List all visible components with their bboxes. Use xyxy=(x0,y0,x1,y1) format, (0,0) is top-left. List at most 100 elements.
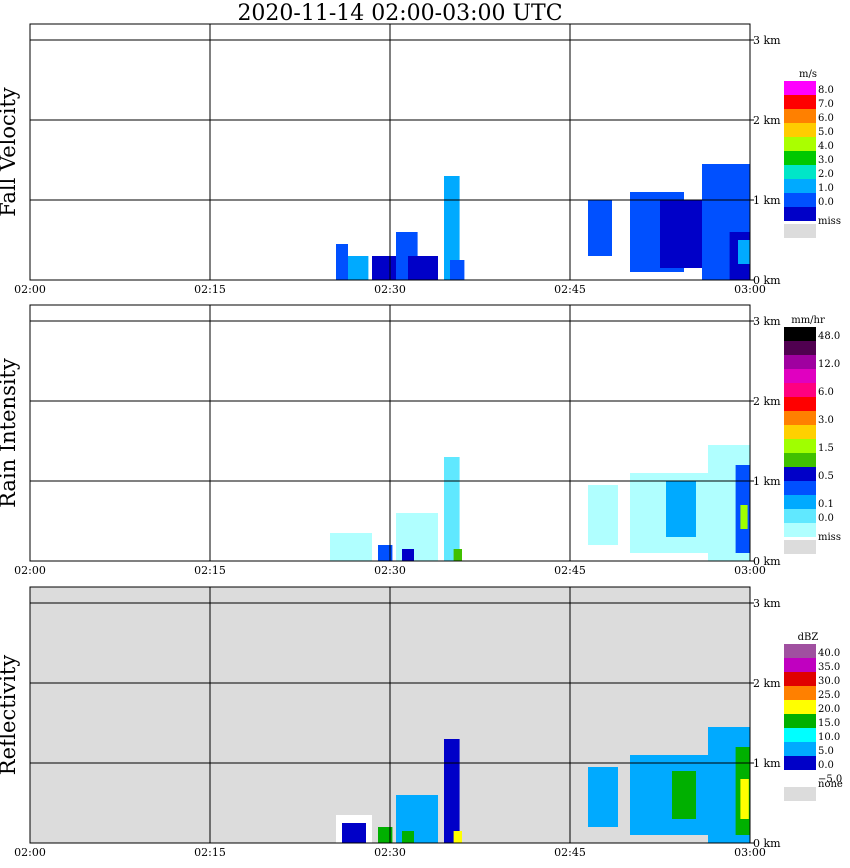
legend-label: 2.0 xyxy=(818,169,834,180)
legend-swatch xyxy=(784,481,816,495)
x-tick-label: 02:15 xyxy=(194,564,226,577)
legend-label: 0.0 xyxy=(818,197,834,208)
legend-swatch xyxy=(784,467,816,481)
legend-swatch xyxy=(784,523,816,537)
legend-label: 5.0 xyxy=(818,127,834,138)
echo-cell-1-4 xyxy=(444,457,460,561)
echo-cell-1-0 xyxy=(330,533,372,561)
legend-swatch xyxy=(784,728,816,742)
legend-units: m/s xyxy=(799,69,817,80)
legend-label: 0.5 xyxy=(818,471,834,482)
legend-label: 40.0 xyxy=(818,648,840,659)
y-tick-label: 1 km xyxy=(753,475,781,488)
x-tick-label: 02:45 xyxy=(554,564,586,577)
legend-label: 6.0 xyxy=(818,113,834,124)
x-tick-label: 02:30 xyxy=(374,564,406,577)
legend-swatch xyxy=(784,81,816,95)
echo-cell-0-9 xyxy=(660,200,702,268)
legend-swatch xyxy=(784,224,816,238)
y-tick-label: 2 km xyxy=(753,395,781,408)
echo-cell-2-5 xyxy=(444,739,460,843)
legend-swatch xyxy=(784,756,816,770)
legend-label: 0.0 xyxy=(818,760,834,771)
legend-swatch xyxy=(784,109,816,123)
echo-cell-2-8 xyxy=(630,755,708,835)
legend-label: 15.0 xyxy=(818,718,840,729)
legend-swatch xyxy=(784,95,816,109)
y-tick-label: 0 km xyxy=(753,274,781,287)
x-tick-label: 02:00 xyxy=(14,283,46,296)
legend-swatch xyxy=(784,193,816,207)
legend-swatch xyxy=(784,439,816,453)
legend-label: 8.0 xyxy=(818,85,834,96)
x-tick-label: 03:00 xyxy=(734,283,766,296)
legend-swatch xyxy=(784,165,816,179)
x-tick-label: 02:15 xyxy=(194,846,226,859)
legend-swatch xyxy=(784,383,816,397)
plot-frame-2 xyxy=(29,586,751,844)
legend-label: 4.0 xyxy=(818,141,834,152)
echo-cell-2-9 xyxy=(672,771,696,819)
legend-swatch xyxy=(784,540,816,554)
echo-cell-1-8 xyxy=(666,481,696,537)
legend-swatch xyxy=(784,644,816,658)
legend-label: 30.0 xyxy=(818,676,840,687)
legend-label: none xyxy=(818,779,843,790)
legend-label: 35.0 xyxy=(818,662,840,673)
legend-label: 48.0 xyxy=(818,331,840,342)
legend-label: 0.0 xyxy=(818,513,834,524)
panel-title: Fall Velocity xyxy=(0,87,20,217)
legend-swatch xyxy=(784,207,816,221)
legend-swatch xyxy=(784,658,816,672)
legend-label: 1.5 xyxy=(818,443,834,454)
echo-cell-0-6 xyxy=(450,260,465,280)
y-tick-label: 2 km xyxy=(753,677,781,690)
legend-label: 20.0 xyxy=(818,704,840,715)
panel-title: Rain Intensity xyxy=(0,358,20,508)
legend-swatch xyxy=(784,700,816,714)
legend-swatch xyxy=(784,137,816,151)
legend-label: 25.0 xyxy=(818,690,840,701)
legend-label: 3.0 xyxy=(818,155,834,166)
legend-label: miss xyxy=(818,532,841,543)
y-tick-label: 1 km xyxy=(753,757,781,770)
x-tick-label: 02:45 xyxy=(554,283,586,296)
x-tick-label: 02:15 xyxy=(194,283,226,296)
x-tick-label: 02:30 xyxy=(374,846,406,859)
y-tick-label: 0 km xyxy=(753,837,781,850)
echo-cell-1-1 xyxy=(378,545,393,561)
legend-swatch xyxy=(784,742,816,756)
legend-swatch xyxy=(784,453,816,467)
legend-swatch xyxy=(784,355,816,369)
echo-cell-0-0 xyxy=(336,244,348,280)
y-tick-label: 3 km xyxy=(753,597,781,610)
legend-swatch xyxy=(784,509,816,523)
legend-swatch xyxy=(784,369,816,383)
legend-label: 5.0 xyxy=(818,746,834,757)
legend-label: 3.0 xyxy=(818,415,834,426)
legend-swatch xyxy=(784,327,816,341)
plot-frame-0 xyxy=(29,23,751,281)
legend-label: 0.1 xyxy=(818,499,834,510)
legend-label: 12.0 xyxy=(818,359,840,370)
legend-swatch xyxy=(784,425,816,439)
echo-cell-0-7 xyxy=(588,200,612,256)
echo-cell-2-12 xyxy=(740,779,749,819)
y-tick-label: 3 km xyxy=(753,315,781,328)
echo-cell-0-12 xyxy=(738,240,750,264)
x-tick-label: 02:30 xyxy=(374,283,406,296)
legend-swatch xyxy=(784,787,816,801)
echo-cell-2-1 xyxy=(342,823,366,843)
chart-title: 2020-11-14 02:00-03:00 UTC xyxy=(237,1,563,26)
legend-swatch xyxy=(784,397,816,411)
legend-swatch xyxy=(784,495,816,509)
echo-cell-1-5 xyxy=(453,549,462,561)
plot-frame-1 xyxy=(29,304,751,562)
echo-cell-2-4 xyxy=(402,831,414,843)
legend-label: −5.0 xyxy=(818,774,842,785)
legend-swatch xyxy=(784,123,816,137)
legend-swatch xyxy=(784,672,816,686)
legend-label: 1.0 xyxy=(818,183,834,194)
x-tick-label: 02:00 xyxy=(14,846,46,859)
